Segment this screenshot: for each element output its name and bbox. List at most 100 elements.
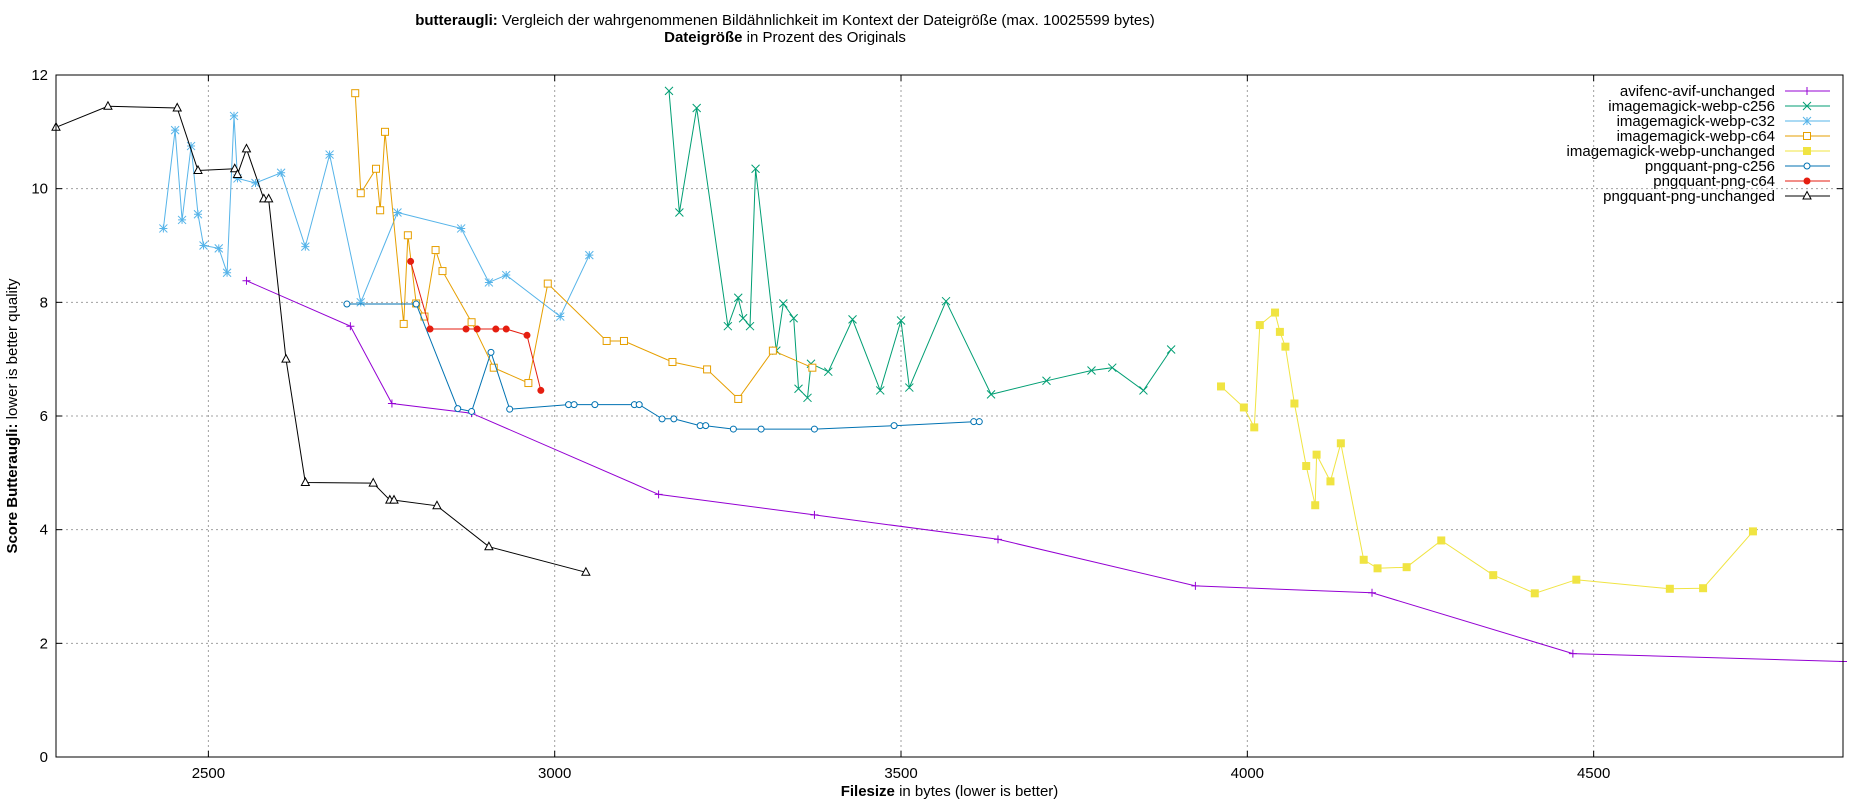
data-point xyxy=(738,313,748,323)
data-point xyxy=(619,336,628,345)
legend-marker xyxy=(1803,162,1811,170)
data-point xyxy=(368,477,379,487)
y-tick-label: 8 xyxy=(40,294,48,311)
data-point xyxy=(1699,584,1708,593)
data-point xyxy=(172,102,183,112)
data-point xyxy=(570,401,578,409)
legend-marker xyxy=(1802,190,1812,200)
data-point xyxy=(1665,584,1674,593)
data-point xyxy=(159,224,168,233)
data-point xyxy=(810,425,818,433)
data-point xyxy=(263,193,274,203)
grid-layer xyxy=(56,75,1843,757)
data-point xyxy=(1326,477,1335,486)
data-point xyxy=(1250,423,1259,432)
data-point xyxy=(1042,376,1051,386)
data-point xyxy=(664,86,674,96)
data-point xyxy=(1402,563,1411,572)
legend-label: imagemagick-webp-c32 xyxy=(1617,113,1775,130)
data-point xyxy=(581,566,591,576)
data-point xyxy=(904,383,914,392)
data-point xyxy=(506,405,514,413)
data-point xyxy=(468,407,476,415)
data-point xyxy=(356,297,366,307)
legend-entry: pngquant-png-c64 xyxy=(1653,173,1830,190)
legend-marker xyxy=(1803,177,1811,185)
data-point xyxy=(658,415,666,423)
data-point xyxy=(356,189,365,198)
tick-layer: 0 2 4 6 8 10 12 2500 3000 3500 4000 4500 xyxy=(31,67,1843,782)
y-tick-label: 4 xyxy=(40,522,48,539)
data-point xyxy=(524,379,533,388)
data-point xyxy=(351,89,360,98)
data-point xyxy=(300,242,310,251)
data-point xyxy=(1107,363,1117,373)
data-point xyxy=(1748,527,1757,536)
data-point xyxy=(757,425,765,433)
legend-entry: imagemagick-webp-unchanged xyxy=(1567,143,1830,160)
data-point xyxy=(276,168,286,178)
data-point xyxy=(768,346,777,355)
data-point xyxy=(393,208,402,217)
data-point xyxy=(454,405,462,413)
series-line xyxy=(246,280,1844,662)
data-point xyxy=(502,325,510,333)
y-tick-label: 10 xyxy=(31,181,48,198)
series-line xyxy=(1220,311,1754,594)
data-point xyxy=(993,535,1002,544)
data-point xyxy=(241,143,252,153)
series-layer xyxy=(51,86,1847,666)
data-point xyxy=(1437,536,1446,545)
data-point xyxy=(371,164,380,173)
legend-label: imagemagick-webp-c256 xyxy=(1608,98,1775,115)
data-point xyxy=(229,163,240,173)
data-point xyxy=(986,390,996,399)
y-tick-label: 2 xyxy=(40,635,48,652)
data-point xyxy=(186,141,196,151)
x-tick-label: 3500 xyxy=(884,765,917,782)
data-point xyxy=(778,299,788,308)
legend-entry: imagemagick-webp-c32 xyxy=(1617,113,1830,130)
data-point xyxy=(751,164,760,174)
data-point xyxy=(407,257,415,265)
data-point xyxy=(848,315,857,324)
data-point xyxy=(489,363,498,372)
data-point xyxy=(232,168,243,178)
data-point xyxy=(484,541,494,551)
x-tick-label: 3000 xyxy=(538,765,571,782)
x-tick-label: 2500 xyxy=(192,765,225,782)
data-point xyxy=(1087,366,1096,375)
chart-title: butteraugli: Vergleich der wahrgenommene… xyxy=(415,12,1155,29)
data-point xyxy=(325,150,334,159)
data-point xyxy=(467,318,476,327)
data-point xyxy=(543,279,552,288)
data-point xyxy=(941,296,951,306)
data-point xyxy=(1139,386,1148,395)
data-point xyxy=(670,415,678,423)
y-tick-label: 6 xyxy=(40,408,48,425)
series-pngquant-png-c256 xyxy=(343,300,983,433)
data-point xyxy=(734,394,743,403)
series-line xyxy=(668,90,1172,399)
series-pngquant-png-c64 xyxy=(407,257,545,394)
data-point xyxy=(1271,308,1280,317)
data-point xyxy=(745,321,755,331)
data-point xyxy=(426,325,434,333)
data-point xyxy=(1191,581,1200,590)
data-point xyxy=(1359,555,1368,564)
data-point xyxy=(431,246,440,255)
series-imagemagick-webp-unchanged xyxy=(1217,308,1757,598)
data-point xyxy=(492,325,500,333)
data-point xyxy=(222,268,232,278)
data-point xyxy=(214,243,224,253)
data-point xyxy=(823,367,833,377)
data-point xyxy=(1530,589,1539,598)
data-point xyxy=(281,353,291,363)
legend-label: pngquant-png-c256 xyxy=(1645,158,1775,175)
data-point xyxy=(412,300,420,308)
legend-entry: imagemagick-webp-c256 xyxy=(1608,98,1830,115)
data-point xyxy=(1489,571,1498,580)
legend-marker xyxy=(1802,116,1812,126)
legend-entry: pngquant-png-c256 xyxy=(1645,158,1830,175)
